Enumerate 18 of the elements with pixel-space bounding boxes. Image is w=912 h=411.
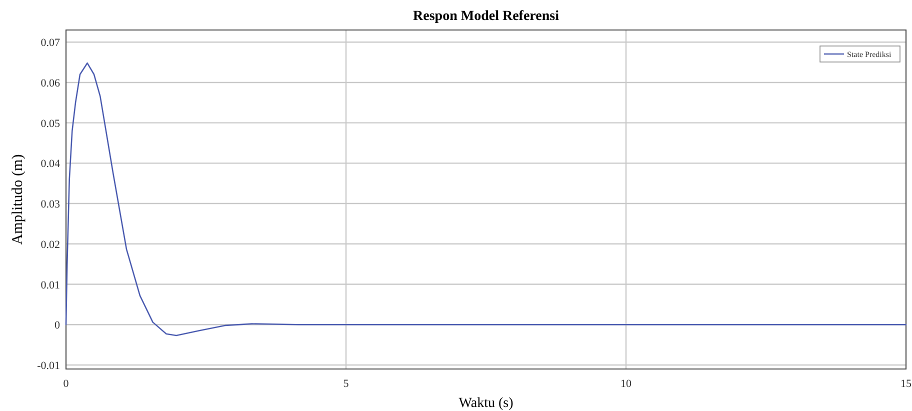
y-tick-label: 0: [54, 320, 60, 332]
y-tick-label: 0.04: [40, 158, 60, 170]
x-tick-label: 5: [343, 378, 350, 390]
y-tick-label: -0.01: [37, 360, 60, 372]
y-tick-label: 0.02: [40, 238, 60, 251]
line-series: [65, 62, 907, 336]
y-tick-label: 0.01: [40, 279, 60, 292]
y-tick-label: 0.07: [40, 37, 60, 50]
y-tick-label: 0.03: [40, 198, 60, 211]
chart-title: Respon Model Referensi: [413, 9, 560, 24]
x-tick-label: 10: [620, 378, 632, 390]
y-tick-label: 0.05: [40, 118, 60, 130]
x-tick-label: 15: [900, 378, 912, 390]
x-axis-title: Waktu (s): [458, 396, 514, 411]
x-tick-label: 0: [63, 378, 70, 390]
y-tick-label: 0.06: [40, 77, 60, 90]
legend-label: State Prediksi: [847, 50, 892, 59]
y-axis-title: Amplitudo (m): [10, 154, 26, 245]
